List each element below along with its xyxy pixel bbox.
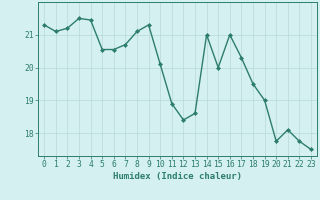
X-axis label: Humidex (Indice chaleur): Humidex (Indice chaleur): [113, 172, 242, 181]
